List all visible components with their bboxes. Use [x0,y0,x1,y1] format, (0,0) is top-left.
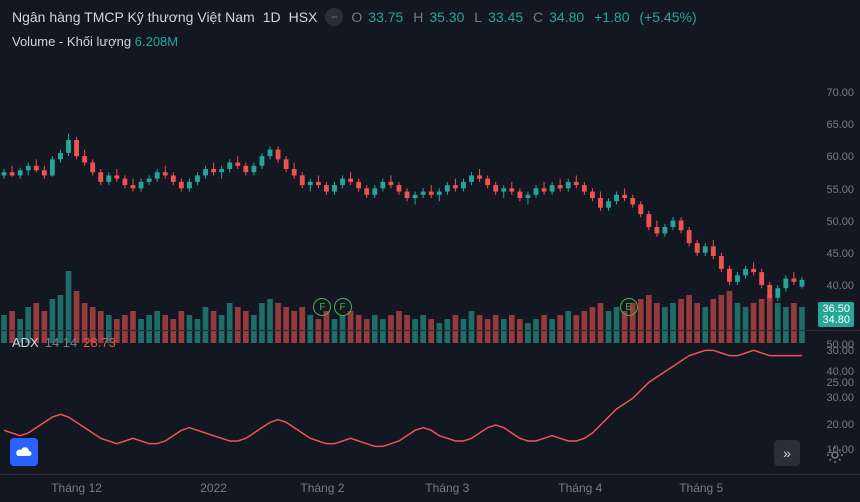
change-value: +1.80 [594,9,629,25]
volume-header: Volume - Khối lượng 6.208M [0,34,860,53]
close-value: 34.80 [549,9,584,25]
settings-icon[interactable] [826,446,846,466]
low-value: 33.45 [488,9,523,25]
adx-chart[interactable] [0,345,806,465]
exchange: HSX [289,9,318,25]
low-label: L [474,9,482,25]
close-label: C [533,9,543,25]
open-value: 33.75 [368,9,403,25]
timeframe[interactable]: 1D [263,9,281,25]
collapse-icon[interactable]: − [325,8,343,26]
volume-value: 6.208M [135,34,178,49]
high-label: H [413,9,423,25]
change-pct: (+5.45%) [639,9,696,25]
time-axis[interactable]: Tháng 122022Tháng 2Tháng 3Tháng 4Tháng 5 [0,474,860,502]
chart-header: Ngân hàng TMCP Kỹ thương Việt Nam 1D HSX… [0,0,860,34]
volume-label: Volume - Khối lượng [12,34,131,49]
pane-divider[interactable] [0,330,860,331]
open-label: O [351,9,362,25]
symbol-title[interactable]: Ngân hàng TMCP Kỹ thương Việt Nam [12,9,255,25]
cloud-button[interactable] [10,438,38,466]
price-chart[interactable] [0,53,806,343]
scroll-right-button[interactable]: » [774,440,800,466]
adx-yaxis: 10.0020.0030.0040.0050.00 [806,330,860,465]
high-value: 35.30 [429,9,464,25]
ohlc-readout: O 33.75 H 35.30 L 33.45 C 34.80 +1.80 (+5.45… [351,9,702,25]
